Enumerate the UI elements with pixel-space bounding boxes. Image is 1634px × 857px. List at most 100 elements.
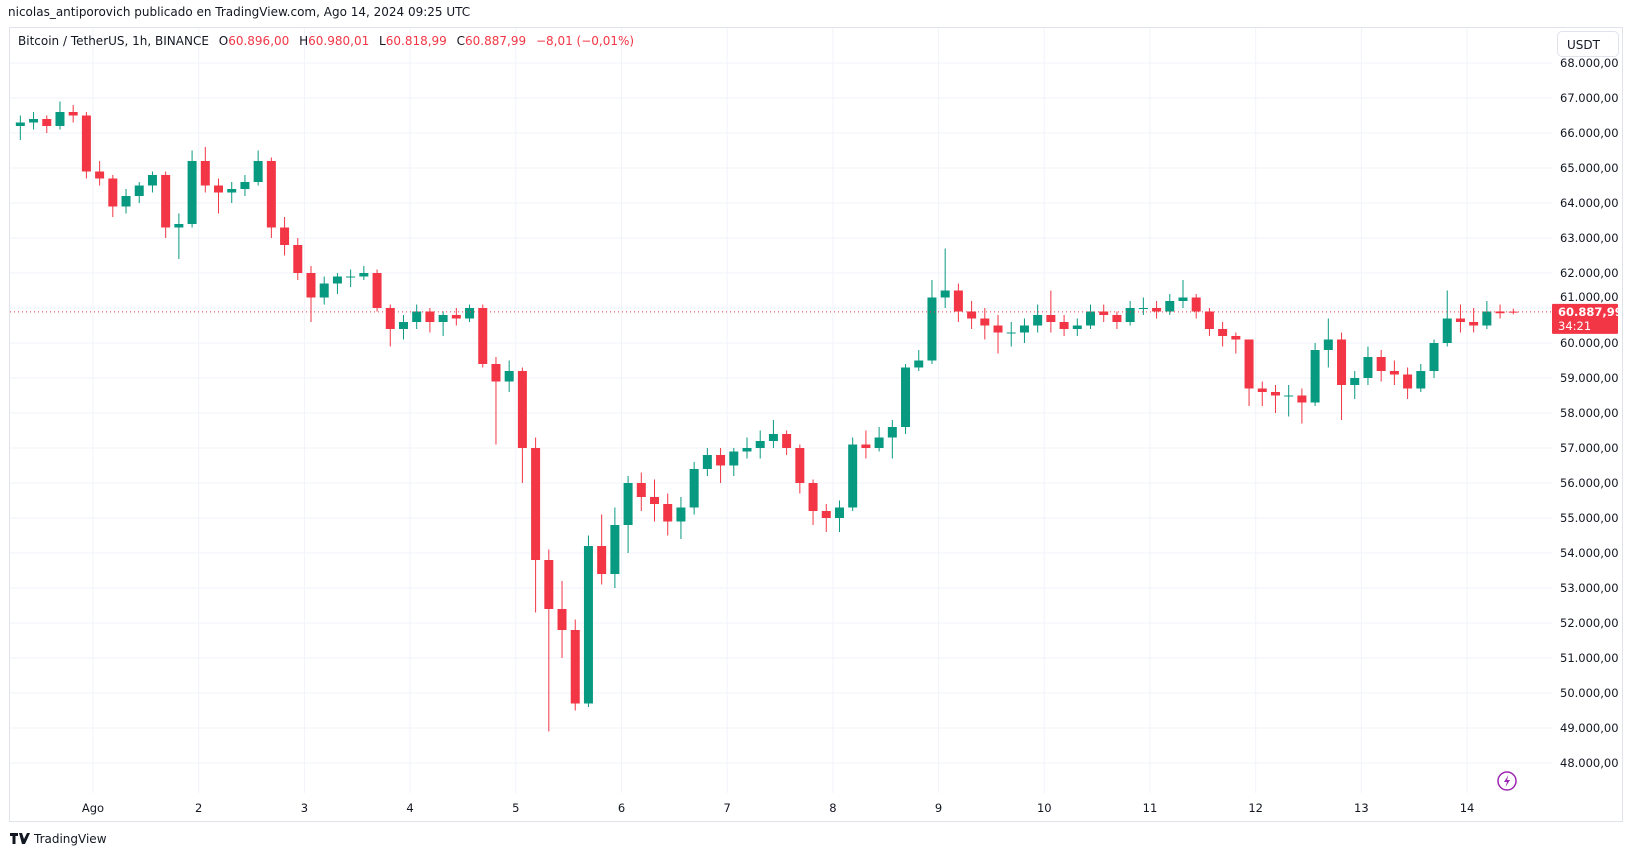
candle bbox=[1178, 280, 1188, 308]
candle-body bbox=[29, 119, 39, 123]
candle-body bbox=[1389, 371, 1399, 375]
close-label: C bbox=[456, 34, 466, 48]
candle bbox=[147, 171, 157, 193]
candle-body bbox=[1363, 357, 1373, 378]
candle-body bbox=[993, 325, 1003, 333]
candle bbox=[1376, 350, 1386, 382]
candle bbox=[1350, 371, 1360, 399]
candle bbox=[306, 266, 316, 322]
candle bbox=[29, 112, 39, 130]
high-value: 60.980,01 bbox=[308, 34, 370, 48]
candle-body bbox=[95, 171, 105, 179]
price-tick-label: 63.000,00 bbox=[1560, 231, 1619, 245]
candle bbox=[874, 427, 884, 452]
candle-body bbox=[1138, 308, 1148, 309]
candle bbox=[385, 304, 395, 347]
candle bbox=[901, 364, 911, 434]
candle-body bbox=[1495, 311, 1505, 314]
candle bbox=[280, 217, 290, 256]
price-tick-label: 51.000,00 bbox=[1560, 651, 1619, 665]
candle-body bbox=[1284, 395, 1294, 397]
candle bbox=[834, 500, 844, 532]
price-tick-label: 68.000,00 bbox=[1560, 56, 1619, 70]
candle-body bbox=[1112, 315, 1122, 322]
candle bbox=[425, 308, 435, 333]
chart-frame bbox=[9, 27, 1623, 822]
footer-brand[interactable]: TradingView bbox=[10, 832, 107, 846]
candle-body bbox=[848, 444, 858, 508]
time-tick-label: 10 bbox=[1037, 801, 1052, 815]
candle bbox=[293, 238, 303, 280]
candle-body bbox=[412, 311, 422, 322]
candle-body bbox=[1099, 311, 1109, 315]
candle-body bbox=[887, 427, 897, 438]
candle bbox=[795, 444, 805, 494]
candle bbox=[372, 269, 382, 312]
low-label: L bbox=[379, 34, 386, 48]
change-value: −8,01 (−0,01%) bbox=[535, 34, 635, 48]
candle-body bbox=[1429, 343, 1439, 371]
candle bbox=[1284, 385, 1294, 417]
candle-body bbox=[319, 283, 329, 298]
high-label: H bbox=[299, 34, 309, 48]
candle bbox=[887, 420, 897, 459]
candle bbox=[42, 115, 52, 133]
candle bbox=[81, 112, 91, 179]
candle-body bbox=[1006, 332, 1016, 334]
candle bbox=[359, 266, 369, 280]
candle-body bbox=[570, 630, 580, 704]
candle-body bbox=[1152, 308, 1162, 312]
candle bbox=[861, 430, 871, 459]
candle bbox=[993, 315, 1003, 354]
candle bbox=[108, 175, 118, 217]
symbol-name[interactable]: Bitcoin / TetherUS, 1h, BINANCE bbox=[18, 34, 209, 48]
candle-body bbox=[795, 448, 805, 483]
candle bbox=[1218, 322, 1228, 347]
candle bbox=[583, 535, 593, 707]
candle bbox=[531, 437, 541, 613]
candle bbox=[742, 437, 752, 459]
candle-body bbox=[214, 185, 224, 193]
candle-body bbox=[504, 371, 514, 382]
candle bbox=[1257, 381, 1267, 406]
candle bbox=[1310, 343, 1320, 406]
candle-body bbox=[1218, 329, 1228, 336]
candle-body bbox=[253, 161, 263, 182]
candle bbox=[953, 283, 963, 322]
candle bbox=[782, 430, 792, 455]
candle-body bbox=[1416, 371, 1426, 389]
candle-body bbox=[1350, 378, 1360, 385]
candle bbox=[1455, 304, 1465, 333]
candle-body bbox=[1297, 395, 1307, 403]
candle-body bbox=[874, 437, 884, 448]
close-value: 60.887,99 bbox=[465, 34, 527, 48]
last-price-value: 60.887,99 bbox=[1558, 305, 1623, 319]
time-tick-label: 4 bbox=[406, 801, 413, 815]
candle-body bbox=[1072, 325, 1082, 329]
time-tick-label: 12 bbox=[1248, 801, 1263, 815]
price-tick-label: 64.000,00 bbox=[1560, 196, 1619, 210]
currency-button[interactable]: USDT bbox=[1557, 31, 1619, 57]
candle-body bbox=[1059, 322, 1069, 329]
candle bbox=[134, 182, 144, 203]
candle bbox=[1191, 294, 1201, 319]
candle bbox=[1429, 339, 1439, 378]
candle-body bbox=[1033, 315, 1043, 326]
price-tick-label: 62.000,00 bbox=[1560, 266, 1619, 280]
candle-body bbox=[1270, 392, 1280, 396]
candle bbox=[200, 147, 210, 193]
price-tick-label: 66.000,00 bbox=[1560, 126, 1619, 140]
candle bbox=[1270, 385, 1280, 413]
lightning-icon[interactable] bbox=[1497, 771, 1517, 791]
candle-body bbox=[834, 507, 844, 518]
candle bbox=[174, 213, 184, 259]
candle-body bbox=[147, 175, 157, 186]
price-tick-label: 61.000,00 bbox=[1560, 290, 1619, 304]
price-tick-label: 55.000,00 bbox=[1560, 511, 1619, 525]
candle-body bbox=[914, 360, 924, 368]
candle-body bbox=[1508, 311, 1518, 313]
price-tick-label: 65.000,00 bbox=[1560, 161, 1619, 175]
candle-body bbox=[531, 448, 541, 560]
candle-body bbox=[280, 227, 290, 245]
